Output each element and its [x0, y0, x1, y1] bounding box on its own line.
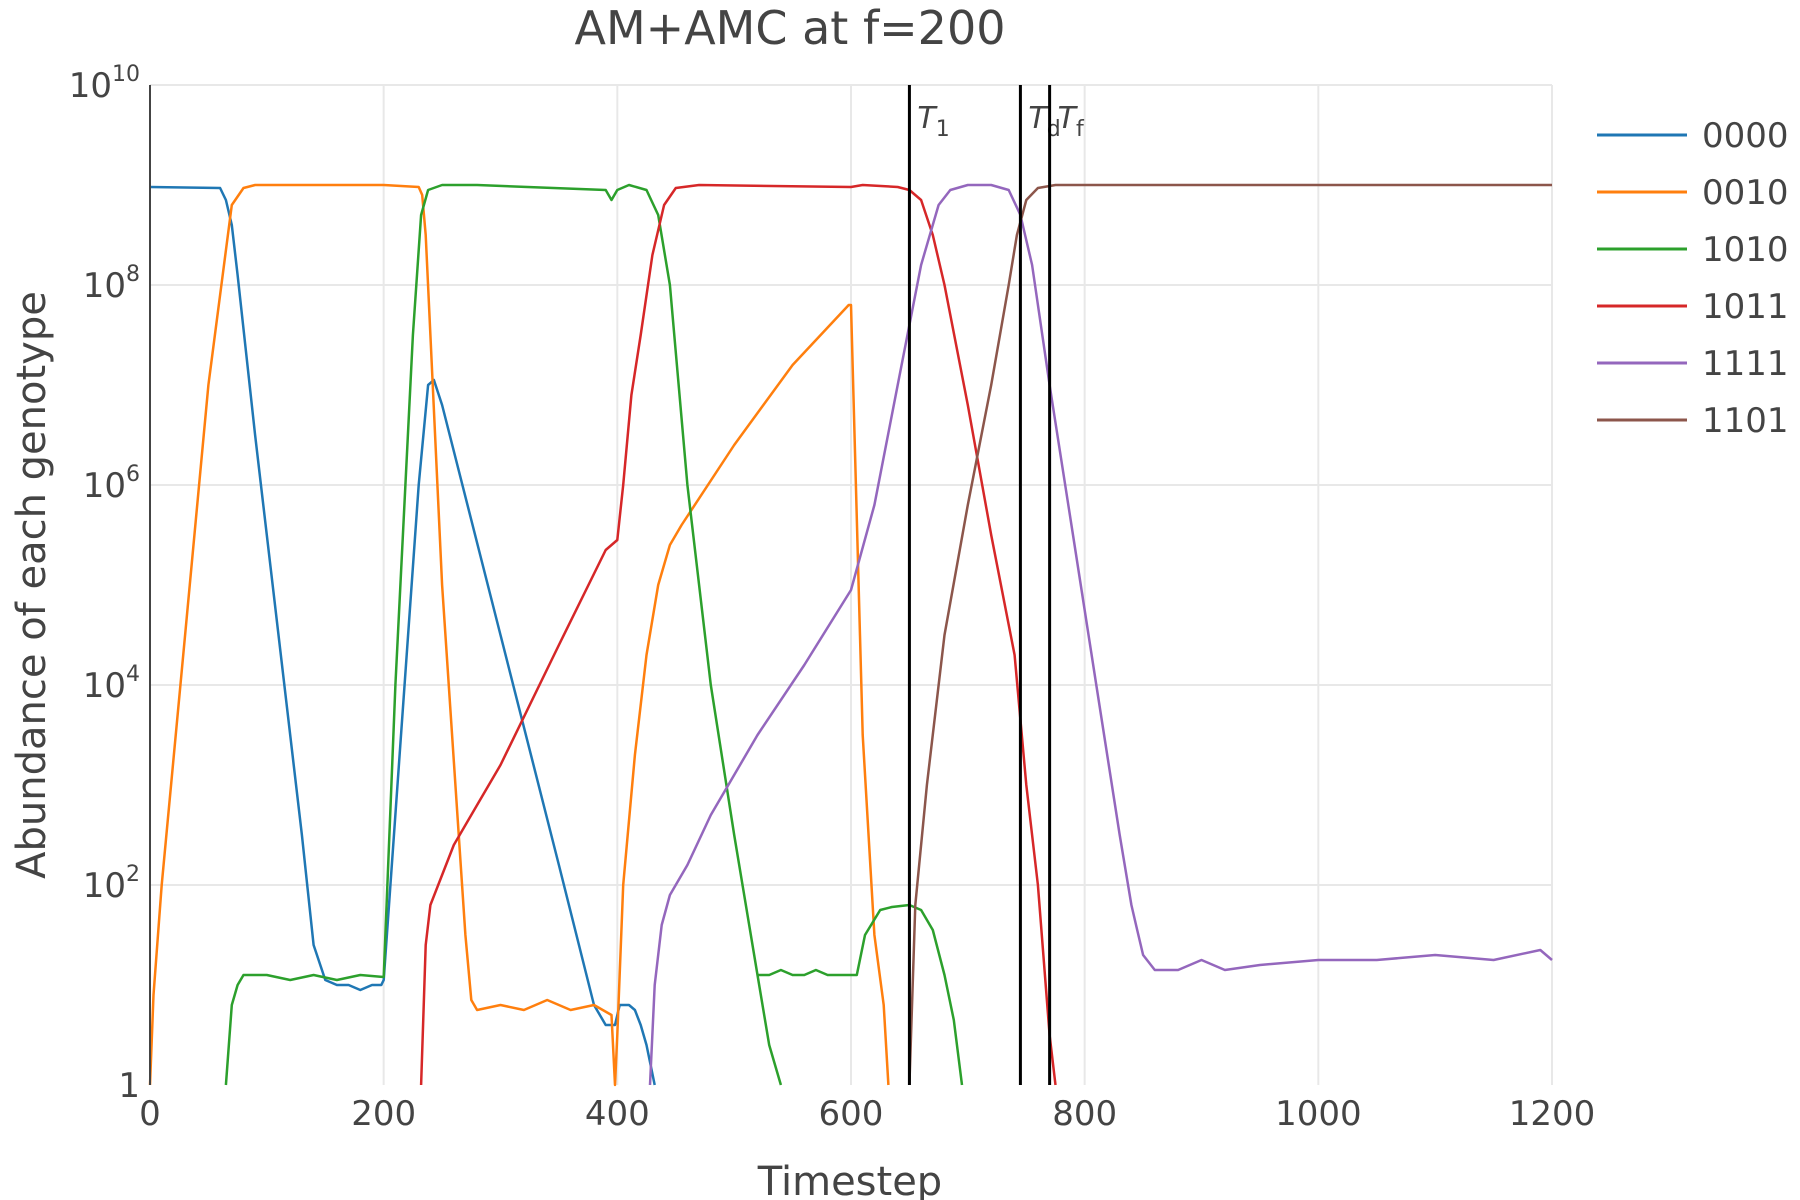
y-tick-label: 108	[83, 262, 140, 306]
legend-label: 1111	[1702, 344, 1789, 384]
legend: 0000 0010 1010 1011 1111 1101	[1597, 116, 1789, 441]
series-line-1011	[419, 183, 1057, 1086]
legend-label: 1011	[1702, 287, 1789, 327]
y-tick-label: 1010	[69, 62, 140, 106]
x-tick-label: 400	[585, 1094, 650, 1134]
grid	[150, 84, 1553, 1085]
x-tick-label: 800	[1052, 1094, 1117, 1134]
x-tick-label: 1200	[1509, 1094, 1596, 1134]
y-tick-label: 102	[83, 862, 140, 906]
x-tick-label: 200	[351, 1094, 416, 1134]
x-tick-label: 600	[819, 1094, 884, 1134]
series-line-1111	[648, 183, 1553, 1086]
series-line-1101	[908, 183, 1552, 1086]
x-axis-title: Timestep	[757, 1159, 942, 1200]
y-axis-title: Abundance of each genotype	[9, 291, 55, 879]
series-line-0010	[148, 183, 890, 1087]
legend-label: 1101	[1702, 401, 1789, 441]
chart-title: AM+AMC at f=200	[575, 1, 1006, 55]
series-layer	[148, 183, 1553, 1087]
x-tick-label: 0	[139, 1094, 161, 1134]
series-line-1010	[224, 183, 783, 1086]
series-line-0000	[149, 185, 656, 1086]
y-tick-label: 104	[83, 662, 140, 706]
y-ticks: 1 102 104 106 108 1010	[69, 62, 140, 1106]
legend-label: 0000	[1702, 116, 1789, 156]
y-tick-label: 106	[83, 462, 140, 506]
series-line-1010_continued	[757, 903, 964, 1086]
legend-label: 0010	[1702, 173, 1789, 213]
x-tick-label: 1000	[1275, 1094, 1362, 1134]
x-ticks: 0 200 400 600 800 1000 1200	[139, 1094, 1595, 1134]
vline-label-T1: T1	[917, 101, 949, 142]
legend-label: 1010	[1702, 230, 1789, 270]
vline-label-Td: Td	[1028, 101, 1060, 142]
vline-label-Tf: Tf	[1058, 101, 1085, 142]
y-tick-label: 1	[118, 1066, 140, 1106]
